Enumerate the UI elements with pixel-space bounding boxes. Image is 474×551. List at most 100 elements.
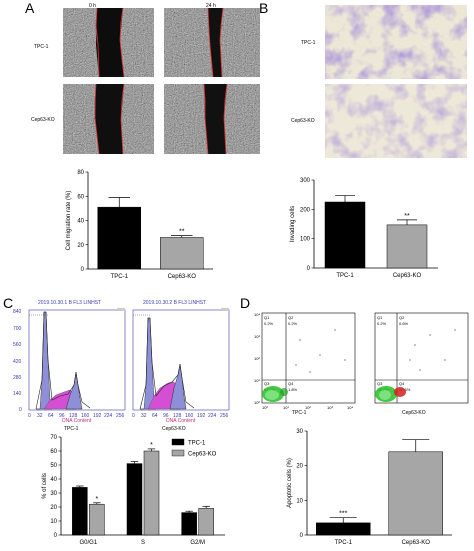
y-tick-label: 30: [296, 429, 303, 435]
quadrant-value: 0.6%: [399, 321, 409, 326]
significance-mark: ***: [339, 511, 347, 518]
panel-label-b: B: [259, 0, 268, 16]
bar: [89, 503, 105, 536]
dna-histogram-cep63ko: 2019.10.30.2 B FL3 LINHST 0 32 64 96 128…: [132, 300, 230, 432]
panel-d-dotplots: Q1 Q2 Q3 Q4 0.2% 0.2% 97.7% 1.8% 10⁴ 10³…: [254, 312, 469, 416]
flow-xtick: 10⁰: [262, 405, 268, 410]
hist-x-title: DNA Content: [166, 418, 196, 424]
quadrant-label: Q3: [264, 381, 270, 386]
bar-chart-cell-cycle: 0 10 20 30 40 50 60 70 % of cells * G0/G1 * S G2/M TPC…: [42, 435, 225, 546]
hist-ytick: 700: [13, 326, 22, 332]
y-axis-title: % of cells: [42, 473, 48, 499]
x-tick-label: G0/G1: [79, 540, 97, 546]
bar-chart-migration: 0 20 40 60 80 Cell migration rate (%) TPC-1 ** C…: [66, 170, 213, 280]
flow-plot-tpc1: Q1 Q2 Q3 Q4 0.2% 0.2% 97.7% 1.8% 10⁴ 10³…: [254, 312, 356, 416]
y-tick-label: 20: [50, 505, 57, 511]
quadrant-value: 1.8%: [288, 387, 298, 392]
panel-a-images: 0 h 24 h TPC-1 Cep63-KO: [31, 3, 260, 155]
wound-image-tpc1-0h: [63, 7, 154, 78]
dna-histogram-tpc1: 2019.10.30.1 B FL3 LINHST 0 32 64 96 128…: [28, 300, 126, 432]
y-axis-title: Invading cells: [290, 206, 296, 242]
x-tick-label: TPC-1: [336, 273, 354, 279]
hist-xtick: 32: [141, 413, 147, 419]
hist-ytick: 560: [13, 342, 22, 348]
hist-xtick: 256: [220, 413, 229, 419]
flow-ytick: 10³: [254, 334, 260, 339]
hist-xtick: 96: [163, 413, 169, 419]
hist-title: 2019.10.30.1 B FL3 LINHST: [38, 300, 101, 306]
y-tick-label: 60: [50, 449, 57, 455]
wound-image-cep63ko-24h: [164, 83, 260, 155]
hist-ytick: 0: [19, 407, 22, 413]
hist-xtick: 0: [28, 413, 31, 419]
y-tick-label: 100: [300, 237, 311, 243]
y-tick-label: 60: [77, 194, 84, 200]
quadrant-value: 0.2%: [264, 321, 274, 326]
panel-c-histograms: 840 700 560 420 280 140 0 2019.10.30.1 B…: [13, 300, 230, 432]
flow-caption: TPC-1: [292, 410, 307, 416]
bar: [324, 201, 366, 269]
bar: [386, 224, 428, 269]
hist-xtick: 160: [81, 413, 90, 419]
hist-xtick: 224: [208, 413, 217, 419]
hist-y-ticks: 840 700 560 420 280 140 0: [13, 309, 22, 413]
y-tick-label: 200: [300, 207, 311, 213]
transwell-image-tpc1: [325, 5, 467, 79]
row-label-b-tpc1: TPC-1: [301, 40, 316, 46]
y-tick-label: 10: [296, 498, 303, 504]
flow-xtick: 10¹: [283, 405, 289, 410]
flow-xtick: 10⁴: [347, 405, 353, 410]
panel-label-d: D: [240, 295, 250, 311]
y-tick-label: 40: [77, 219, 84, 225]
y-tick-label: 20: [77, 243, 84, 249]
hist-xtick: 64: [48, 413, 54, 419]
wound-image-tpc1-24h: [164, 7, 260, 78]
significance-mark: *: [95, 496, 98, 503]
legend-label: Cep63-KO: [188, 452, 217, 458]
legend-label: TPC-1: [188, 441, 206, 447]
quadrant-label: Q1: [264, 315, 270, 320]
y-tick-label: 20: [296, 464, 303, 470]
y-axis-title: Cell migration rate (%): [66, 191, 72, 251]
y-tick-label: 30: [50, 491, 57, 497]
quadrant-label: Q1: [377, 315, 383, 320]
quadrant-label: Q2: [288, 315, 294, 320]
time-label-24h: 24 h: [206, 3, 216, 9]
wound-image-cep63ko-0h: [63, 83, 154, 155]
x-tick-label: S: [141, 540, 145, 546]
hist-xtick: 0: [132, 413, 135, 419]
row-label-tpc1: TPC-1: [34, 44, 49, 50]
time-label-0h: 0 h: [89, 3, 96, 9]
bar: [198, 508, 214, 536]
x-tick-label: G2/M: [190, 540, 205, 546]
bar: [181, 512, 197, 536]
x-tick-label: Cep63-KO: [393, 273, 422, 279]
legend-swatch: [171, 449, 185, 457]
quadrant-label: Q2: [399, 315, 405, 320]
hist-ytick: 420: [13, 359, 22, 365]
x-tick-label: Cep63-KO: [402, 540, 431, 546]
hist-xtick: 160: [185, 413, 194, 419]
y-tick-label: 0: [307, 266, 311, 272]
hist-xtick: 32: [37, 413, 43, 419]
bar: [160, 237, 204, 270]
hist-xtick: 96: [59, 413, 65, 419]
quadrant-label: Q4: [399, 381, 405, 386]
y-tick-label: 10: [50, 519, 57, 525]
flow-caption: Cep63-KO: [402, 410, 426, 416]
bar: [97, 206, 141, 270]
significance-mark: *: [150, 442, 153, 449]
row-label-cep63ko: Cep63-KO: [31, 117, 55, 123]
y-tick-label: 80: [77, 170, 84, 176]
flow-ytick: 10⁰: [254, 400, 260, 405]
hist-ytick: 280: [13, 375, 22, 381]
x-tick-label: TPC-1: [335, 540, 353, 546]
bar: [388, 451, 443, 536]
y-tick-label: 300: [300, 178, 311, 184]
significance-mark: **: [404, 213, 410, 220]
dot-cloud: [375, 329, 456, 402]
panel-b-images: TPC-1 Cep63-KO: [291, 5, 467, 158]
bar: [126, 463, 143, 536]
legend-swatch: [171, 438, 185, 446]
